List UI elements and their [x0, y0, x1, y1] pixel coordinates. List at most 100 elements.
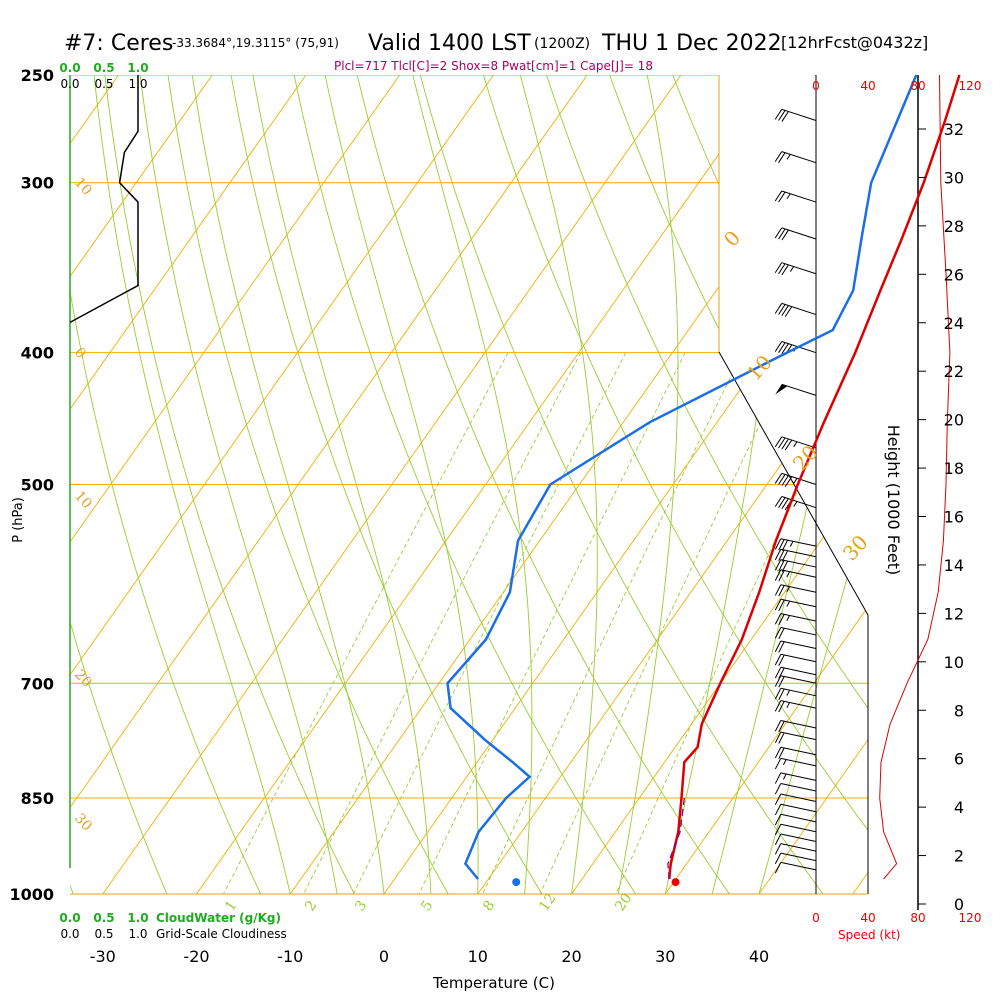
mixing-ratio-label: 2	[302, 898, 320, 914]
wind-barb-flag	[778, 654, 785, 666]
temperature-tick-label: 30	[655, 947, 675, 966]
wind-barb	[774, 653, 817, 666]
wind-barb-flag	[774, 862, 782, 874]
mixing-ratio-line	[418, 352, 686, 894]
wind-barb	[774, 548, 817, 562]
thermodynamic-background	[70, 75, 1000, 894]
wind-barb-shaft	[781, 496, 817, 509]
height-tick-label: 4	[954, 798, 964, 817]
wind-barb-flag	[778, 599, 785, 611]
pressure-tick-label: 300	[21, 174, 54, 193]
wind-barb	[774, 190, 817, 203]
cloudiness-label: Grid-Scale Cloudiness	[156, 927, 287, 941]
station-coords: -33.3684°,19.3115° (75,91)	[172, 36, 339, 50]
moist-adiabat-line	[139, 75, 338, 894]
wind-barb-flag	[781, 264, 789, 276]
mixing-ratio-label: 5	[418, 898, 436, 914]
valid-date: THU 1 Dec 2022	[601, 31, 782, 56]
wind-barbs	[774, 64, 817, 874]
wind-barb-flag	[784, 476, 793, 487]
wind-barb	[774, 538, 817, 552]
wind-barb-shaft	[780, 613, 817, 622]
speed-tick-bottom: 120	[959, 911, 982, 925]
wind-barb-flag	[774, 731, 782, 744]
moist-adiabat-line	[324, 75, 479, 894]
wind-barb-half	[786, 154, 791, 160]
wind-barb-shaft	[780, 640, 817, 650]
height-tick-label: 12	[944, 604, 964, 623]
temperature-tick-label: 0	[379, 947, 389, 966]
wind-barb-flag	[778, 560, 785, 572]
wind-barb	[774, 569, 817, 582]
wind-speed-profile-line	[879, 74, 951, 880]
mixing-ratio-label: 3	[352, 898, 370, 914]
height-tick-label: 14	[944, 556, 964, 575]
height-tick-label: 8	[954, 701, 964, 720]
wind-barb	[774, 598, 817, 611]
wind-barb-flag	[774, 436, 783, 448]
utc-time: (1200Z)	[534, 36, 590, 52]
dry-adiabat-line	[70, 75, 262, 894]
wind-barb-flag	[774, 852, 782, 865]
wind-barb-shaft	[780, 720, 817, 729]
cloud-tick-bottom: 0.0	[60, 927, 79, 941]
wind-barb	[774, 803, 817, 816]
pressure-tick-label: 500	[21, 476, 54, 495]
wind-barb-flag	[774, 772, 782, 784]
height-tick-label: 0	[954, 895, 964, 914]
isotherm-line	[852, 75, 868, 894]
speed-tick-top: 80	[910, 79, 925, 93]
wind-barb	[774, 496, 817, 511]
wind-barb	[774, 700, 817, 713]
wind-barb-flag	[774, 190, 783, 202]
wind-barb	[775, 64, 816, 76]
wind-barb	[774, 833, 817, 845]
wind-barb-shaft	[780, 559, 817, 568]
wind-barb-flag	[774, 559, 782, 571]
isotherm-label: 30	[838, 530, 873, 565]
wind-barb-shaft	[780, 548, 817, 558]
cloud-tick-top: 0.5	[94, 77, 113, 91]
wind-barb-flag	[778, 152, 786, 163]
isotherm-label: 0	[719, 226, 745, 252]
cloud-tick-top: 0.0	[60, 77, 79, 91]
temperature-tick-label: 20	[561, 947, 581, 966]
wind-barb-shaft	[780, 538, 817, 547]
wind-barb-shaft	[780, 783, 817, 792]
frame-right-lower	[718, 351, 869, 894]
wind-barb-flag	[774, 833, 782, 845]
wind-barb-shaft	[781, 302, 817, 316]
height-axis-label: Height (1000 Feet)	[884, 425, 903, 576]
temperature-tick-labels: -30 -20 -10 0 10 20 30 40	[90, 947, 770, 966]
wind-barb	[774, 666, 817, 679]
dry-adiabat-line	[988, 75, 1000, 894]
pressure-tick-label: 700	[21, 674, 54, 693]
wind-barb-shaft	[781, 227, 817, 240]
wind-barb-flag	[774, 584, 782, 596]
wind-barb-flag	[774, 341, 783, 352]
wind-barb-flag	[774, 793, 782, 805]
wind-barb-pennant	[775, 384, 788, 395]
wind-barb-shaft	[780, 823, 817, 833]
wind-barb-shaft	[781, 262, 817, 275]
moist-adiabat-line	[252, 75, 432, 894]
dry-adiabat-line	[70, 75, 168, 894]
wind-barb-flag	[775, 64, 782, 74]
wind-barb-shaft	[780, 584, 817, 593]
height-tick-label: 28	[944, 217, 964, 236]
wind-barb-half	[793, 478, 798, 484]
wind-barb-half	[782, 759, 787, 766]
wind-barb-flag	[774, 804, 782, 816]
forecast-label: [12hrFcst@0432z]	[781, 33, 928, 52]
wind-barb-shaft	[780, 861, 817, 871]
wind-barb	[774, 302, 817, 317]
wind-barb-flag	[778, 676, 785, 688]
wind-barb-shaft	[780, 653, 817, 663]
wind-barb-flag	[774, 654, 782, 666]
dry-adiabat-line	[167, 75, 449, 894]
wind-barb-flag	[778, 474, 786, 485]
height-tick-label: 10	[944, 653, 964, 672]
wind-barb-half	[786, 689, 791, 696]
height-tick-label: 16	[944, 508, 964, 527]
